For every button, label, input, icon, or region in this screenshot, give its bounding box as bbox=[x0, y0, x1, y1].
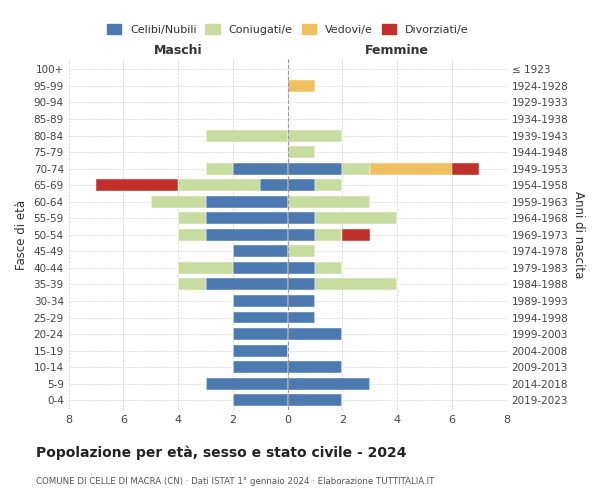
Bar bbox=[206, 130, 287, 141]
Y-axis label: Anni di nascita: Anni di nascita bbox=[572, 191, 585, 278]
Bar bbox=[287, 246, 315, 258]
Bar bbox=[315, 179, 343, 191]
Bar bbox=[96, 179, 178, 191]
Bar bbox=[206, 162, 233, 174]
Bar bbox=[343, 229, 370, 241]
Bar bbox=[178, 179, 260, 191]
Y-axis label: Fasce di età: Fasce di età bbox=[15, 200, 28, 270]
Bar bbox=[206, 378, 287, 390]
Bar bbox=[287, 361, 343, 373]
Bar bbox=[315, 229, 343, 241]
Bar bbox=[287, 146, 315, 158]
Bar bbox=[287, 312, 315, 324]
Bar bbox=[287, 394, 343, 406]
Bar bbox=[206, 229, 287, 241]
Bar bbox=[233, 162, 287, 174]
Bar bbox=[206, 278, 287, 290]
Bar bbox=[287, 378, 370, 390]
Bar bbox=[287, 328, 343, 340]
Bar bbox=[287, 278, 315, 290]
Bar bbox=[178, 212, 206, 224]
Bar bbox=[287, 229, 315, 241]
Bar bbox=[287, 162, 343, 174]
Bar bbox=[178, 229, 206, 241]
Bar bbox=[315, 278, 397, 290]
Text: COMUNE DI CELLE DI MACRA (CN) · Dati ISTAT 1° gennaio 2024 · Elaborazione TUTTIT: COMUNE DI CELLE DI MACRA (CN) · Dati IST… bbox=[36, 477, 434, 486]
Bar bbox=[151, 196, 206, 207]
Bar bbox=[233, 262, 287, 274]
Bar bbox=[233, 312, 287, 324]
Bar bbox=[233, 394, 287, 406]
Bar bbox=[315, 262, 343, 274]
Bar bbox=[452, 162, 479, 174]
Bar bbox=[178, 262, 233, 274]
Bar bbox=[287, 212, 315, 224]
Text: Maschi: Maschi bbox=[154, 44, 202, 57]
Bar bbox=[178, 278, 206, 290]
Bar bbox=[260, 179, 287, 191]
Bar bbox=[343, 162, 370, 174]
Bar bbox=[370, 162, 452, 174]
Bar bbox=[287, 130, 343, 141]
Bar bbox=[315, 212, 397, 224]
Bar bbox=[206, 212, 287, 224]
Text: Popolazione per età, sesso e stato civile - 2024: Popolazione per età, sesso e stato civil… bbox=[36, 446, 407, 460]
Bar bbox=[206, 196, 287, 207]
Bar bbox=[287, 196, 370, 207]
Bar bbox=[287, 262, 315, 274]
Bar bbox=[287, 80, 315, 92]
Bar bbox=[287, 179, 315, 191]
Bar bbox=[233, 295, 287, 307]
Bar bbox=[233, 361, 287, 373]
Bar bbox=[233, 344, 287, 356]
Bar bbox=[287, 295, 315, 307]
Text: Femmine: Femmine bbox=[365, 44, 429, 57]
Bar bbox=[233, 328, 287, 340]
Bar bbox=[233, 246, 287, 258]
Legend: Celibi/Nubili, Coniugati/e, Vedovi/e, Divorziati/e: Celibi/Nubili, Coniugati/e, Vedovi/e, Di… bbox=[102, 20, 473, 39]
